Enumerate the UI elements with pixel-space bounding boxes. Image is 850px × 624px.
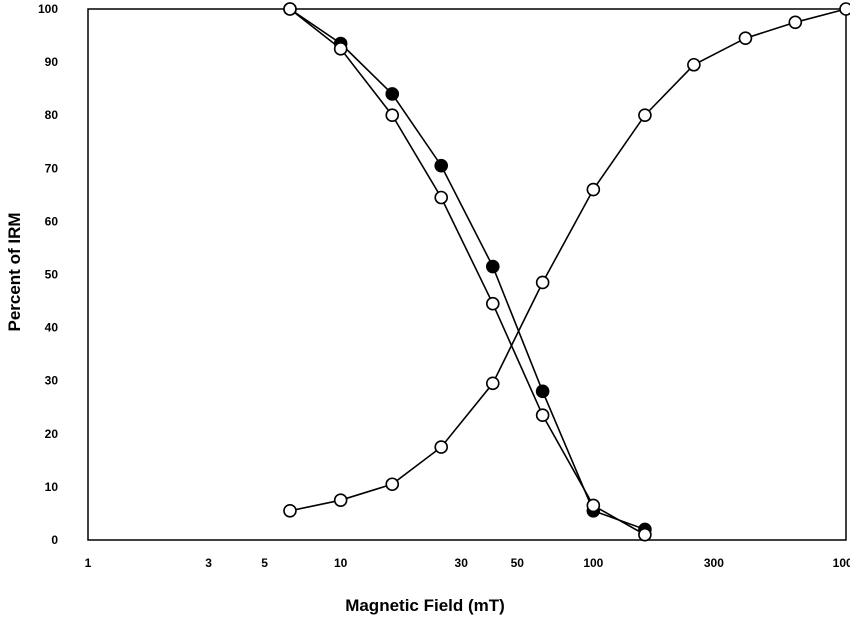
x-tick-label: 10 xyxy=(334,556,348,570)
x-tick-label: 3 xyxy=(205,556,212,570)
series-1-line xyxy=(289,8,646,531)
y-axis-title: Percent of IRM xyxy=(5,212,24,332)
series-1-point xyxy=(485,259,500,274)
series-2-point xyxy=(333,42,348,56)
x-tick-label: 1 xyxy=(85,556,92,570)
series-3-point xyxy=(839,2,850,16)
x-tick-label: 5 xyxy=(261,556,268,570)
series-3-point xyxy=(788,15,803,30)
y-axis-title-wrap: Percent of IRM xyxy=(0,0,30,619)
y-tick-label: 80 xyxy=(45,108,59,122)
series-1-point xyxy=(385,87,400,101)
series-3-point xyxy=(586,182,601,197)
series-3-line xyxy=(289,8,847,512)
series-3-point xyxy=(385,477,400,492)
y-tick-label: 40 xyxy=(45,321,59,335)
series-3-point xyxy=(485,376,500,391)
x-tick-label: 300 xyxy=(704,556,724,570)
y-tick-label: 100 xyxy=(38,2,58,16)
series-2-point xyxy=(485,296,500,311)
series-1-point xyxy=(535,384,550,399)
y-tick-label: 70 xyxy=(45,161,59,175)
x-axis-title: Magnetic Field (mT) xyxy=(345,596,505,615)
x-tick-label: 1000 xyxy=(833,556,850,570)
series-3-point xyxy=(535,275,550,290)
y-tick-label: 20 xyxy=(45,427,59,441)
x-tick-label: 30 xyxy=(455,556,469,570)
y-tick-label: 10 xyxy=(45,480,59,494)
series-2-point xyxy=(283,2,297,16)
series-3-point xyxy=(638,108,652,122)
x-axis-title-wrap: Magnetic Field (mT) xyxy=(0,596,850,616)
series-2-point xyxy=(535,408,550,423)
series-3-point xyxy=(434,440,449,454)
series-2-point xyxy=(434,190,449,205)
series-2-point xyxy=(638,527,652,542)
x-tick-label: 50 xyxy=(511,556,525,570)
y-tick-label: 60 xyxy=(45,214,59,228)
series-3-point xyxy=(738,31,753,46)
series-2-point xyxy=(385,108,400,122)
y-tick-label: 30 xyxy=(45,374,59,388)
plot-frame xyxy=(87,8,847,541)
series-3-point xyxy=(333,493,348,507)
series-1-point xyxy=(434,158,449,173)
series-3-point xyxy=(283,503,297,518)
y-tick-label: 0 xyxy=(51,533,58,547)
series-2-point xyxy=(586,498,601,513)
x-tick-label: 100 xyxy=(583,556,603,570)
series-2-line xyxy=(289,8,646,536)
series-3-point xyxy=(687,57,701,72)
y-tick-label: 50 xyxy=(45,268,59,282)
y-tick-label: 90 xyxy=(45,55,59,69)
